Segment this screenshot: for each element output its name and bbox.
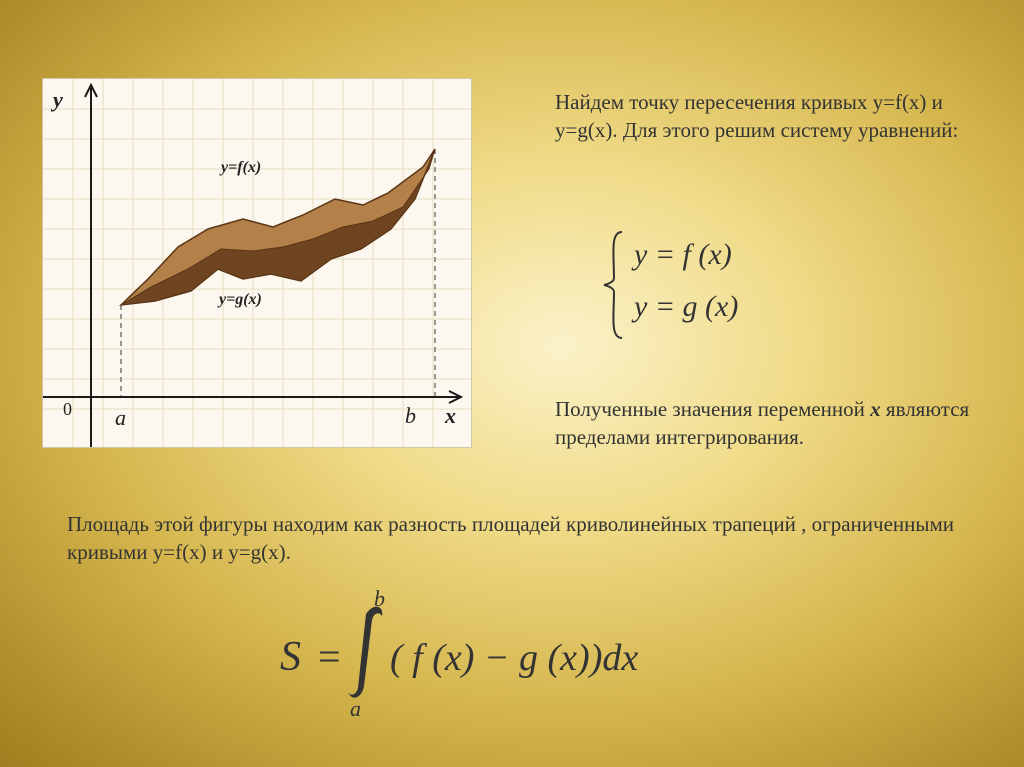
paragraph-3: Площадь этой фигуры находим как разность…: [67, 510, 967, 567]
formula-integral: S = b a ( f (x) − g (x))dx: [280, 590, 780, 720]
system-eq-2: y = g (x): [634, 290, 738, 324]
slide-background: y x 0 a b y=f(x) y=g(x) Найдем точку пер…: [0, 0, 1024, 767]
paragraph-2: Полученные значения переменной x являютс…: [555, 395, 985, 452]
paragraph-1: Найдем точку пересечения кривых y=f(x) и…: [555, 88, 975, 145]
plot-svg: [43, 79, 471, 447]
formula-eq: =: [318, 634, 341, 679]
plot-panel: y x 0 a b y=f(x) y=g(x): [42, 78, 472, 448]
curve-f-label: y=f(x): [221, 159, 261, 177]
formula-S: S: [280, 634, 301, 680]
a-label: a: [115, 405, 126, 431]
paragraph-2-var: x: [870, 397, 881, 421]
origin-label: 0: [63, 399, 72, 420]
brace-icon: [600, 230, 630, 340]
formula-lower-limit: a: [350, 696, 361, 720]
y-axis-label: y: [53, 87, 63, 113]
x-axis-label: x: [445, 403, 456, 429]
integral-icon: [348, 607, 382, 698]
formula-upper-limit: b: [374, 590, 385, 611]
area-region: [121, 149, 435, 305]
formula-body: ( f (x) − g (x))dx: [390, 637, 638, 679]
curve-g-label: y=g(x): [219, 291, 262, 309]
equation-system: y = f (x) y = g (x): [600, 230, 920, 350]
system-eq-1: y = f (x): [634, 238, 732, 272]
b-label: b: [405, 403, 416, 429]
paragraph-2-pre: Полученные значения переменной: [555, 397, 870, 421]
